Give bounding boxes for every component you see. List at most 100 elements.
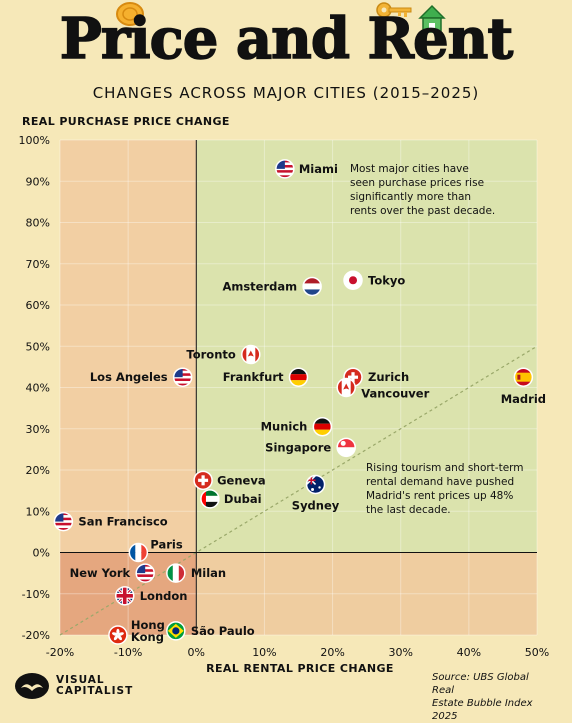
y-tick-label: 0% [33,547,50,560]
scatter-chart: 100% 90% 80% 70% 60% 50% 40% 30% 20% 10% 0% -10% -20… [19,134,550,659]
y-tick-label: 80% [26,217,50,230]
data-point: Milan [166,563,226,583]
netherlands-flag-icon [302,276,322,297]
uk-flag-icon [114,586,135,606]
y-tick-label: 70% [26,258,50,271]
data-point: Los Angeles [90,367,193,387]
logo-text-visual: VISUAL [56,674,105,686]
x-tick-label: 20% [320,646,344,659]
city-label: Vancouver [361,387,429,401]
y-tick-label: -20% [22,629,50,642]
y-axis-label: REAL PURCHASE PRICE CHANGE [22,115,230,128]
y-tick-label: 40% [26,382,50,395]
city-label: Paris [150,538,182,552]
germany-flag-icon [312,416,333,437]
y-tick-label: 100% [19,134,50,147]
visual-capitalist-logo: VISUAL CAPITALIST [14,672,133,700]
us-flag-icon [172,367,193,387]
page-subtitle: CHANGES ACROSS MAJOR CITIES (2015–2025) [92,84,480,102]
x-tick-label: 30% [388,646,412,659]
x-tick-label: 10% [252,646,276,659]
city-label: Madrid [501,392,546,406]
city-label: London [140,589,188,603]
quadrant-bottom-right [196,552,538,635]
y-tick-label: 30% [26,423,50,436]
x-axis-label: REAL RENTAL PRICE CHANGE [206,662,394,675]
us-flag-icon [53,511,74,532]
y-tick-label: 90% [26,175,50,188]
y-tick-label: 60% [26,299,50,312]
brazil-flag-icon [166,621,186,641]
data-point: London [114,586,188,606]
hong-kong-flag-icon [108,625,128,645]
canada-flag-icon [241,344,261,365]
city-label: Tokyo [368,273,405,287]
x-tick-label: 50% [525,646,549,659]
us-flag-icon [275,159,295,179]
source-line: Source: UBS Global Real [432,672,529,696]
city-label: Dubai [224,492,262,506]
data-point: Tokyo [343,270,405,290]
city-label: Sydney [292,498,340,512]
house-keys-icon [374,0,448,34]
australia-flag-icon [305,474,326,495]
data-point: Toronto [186,344,261,365]
data-point: San Francisco [53,511,168,532]
city-label: Frankfurt [223,370,284,384]
spain-flag-icon [513,367,534,387]
data-point: Paris [128,538,183,563]
reference-line [59,345,538,636]
city-label: Milan [191,566,226,580]
coin-icon [116,2,144,26]
data-point: Hong Kong [108,618,165,645]
data-point: Frankfurt [223,367,309,387]
city-label: Los Angeles [90,370,168,384]
data-point: Singapore [265,437,356,458]
data-point: São Paulo [166,621,255,641]
city-label: Toronto [186,348,235,362]
data-point: Madrid [501,367,546,406]
city-label: New York [70,566,131,580]
x-tick-label: 0% [188,646,205,659]
italy-flag-icon [166,563,186,583]
y-tick-label: 10% [26,505,50,518]
canada-flag-icon [336,377,356,398]
city-label: São Paulo [191,624,255,638]
uae-flag-icon [200,489,220,509]
source-note: Source: UBS Global Real Estate Bubble In… [432,671,550,723]
x-tick-label: -10% [114,646,142,659]
data-point: Munich [261,416,333,437]
switzerland-flag-icon [193,470,213,491]
data-point: Amsterdam [222,276,322,297]
annotation-text: Most major cities have seen purchase pric… [350,163,495,217]
data-point: Miami [275,159,338,179]
data-point: New York [70,563,155,583]
city-label: Miami [299,162,338,176]
city-label: Singapore [265,440,331,454]
x-tick-label: -20% [46,646,74,659]
y-tick-label: 50% [26,340,50,353]
annotation-text: Rising tourism and short-term rental dema… [366,462,524,516]
data-point: Vancouver [336,377,430,401]
france-flag-icon [128,542,149,563]
city-label: San Francisco [78,515,167,529]
logo-text-capitalist: CAPITALIST [56,685,134,697]
us-flag-icon [135,563,155,583]
source-line: Estate Bubble Index 2025 [432,698,533,722]
singapore-flag-icon [336,437,356,458]
quadrant-top-left [60,140,197,553]
city-label: Geneva [217,473,265,487]
page-title: Price and Rent [59,5,514,73]
japan-flag-icon [343,270,363,290]
data-point: Dubai [200,489,262,509]
y-tick-label: 20% [26,464,50,477]
city-label: Munich [261,420,308,434]
logo-mark-icon [15,673,49,699]
x-tick-label: 40% [457,646,481,659]
city-label: Hong Kong [131,618,165,644]
y-tick-label: -10% [22,588,50,601]
city-label: Amsterdam [222,279,297,293]
data-point: Sydney [292,474,340,512]
data-point: Geneva [193,470,266,491]
germany-flag-icon [288,367,309,387]
